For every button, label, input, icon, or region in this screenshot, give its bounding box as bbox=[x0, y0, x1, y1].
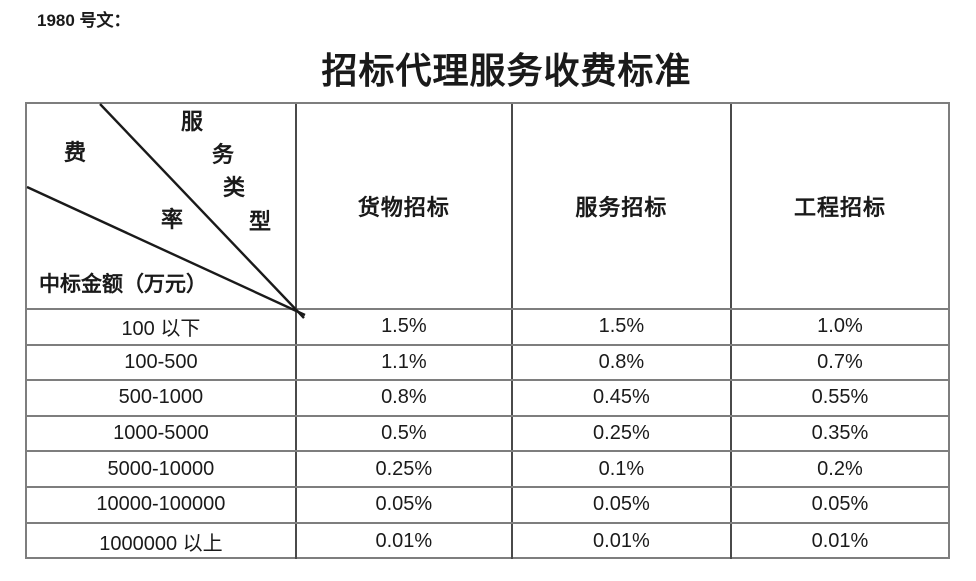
row-label: 100 以下 bbox=[27, 310, 297, 344]
row-label: 1000000 以上 bbox=[27, 523, 297, 560]
table-row: 1000000 以上 0.01% 0.01% 0.01% bbox=[27, 523, 948, 560]
fee-value: 0.01% bbox=[297, 523, 513, 560]
table-row: 1000-5000 0.5% 0.25% 0.35% bbox=[27, 416, 948, 453]
corner-label-service-4: 型 bbox=[249, 209, 272, 234]
fee-value: 0.01% bbox=[811, 529, 869, 552]
fee-value: 0.7% bbox=[817, 350, 863, 373]
column-header-goods: 货物招标 bbox=[297, 104, 513, 308]
fee-value: 0.05% bbox=[297, 487, 513, 522]
fee-standard-table: 费 率 服 务 类 型 中标金额（万元） 货物招标 服务招标 工程招标 100 … bbox=[25, 102, 950, 560]
fee-value: 0.25% bbox=[513, 416, 732, 451]
fee-value: 0.5% bbox=[297, 416, 513, 451]
fee-value: 1.1% bbox=[297, 345, 513, 380]
table-header-row: 费 率 服 务 类 型 中标金额（万元） 货物招标 服务招标 工程招标 bbox=[26, 103, 948, 319]
table-row: 500-1000 0.8% 0.45% 0.55% bbox=[27, 381, 948, 417]
page-title: 招标代理服务收费标准 bbox=[321, 51, 692, 91]
fee-value: 0.2% bbox=[817, 457, 863, 480]
fee-value: 0.8% bbox=[297, 381, 513, 415]
corner-label-service-1: 服 bbox=[181, 109, 204, 134]
corner-label-rate: 率 bbox=[161, 207, 184, 232]
fee-value: 1.5% bbox=[297, 310, 513, 344]
table-row: 5000-10000 0.25% 0.1% 0.2% bbox=[27, 452, 948, 488]
fee-value: 0.8% bbox=[513, 345, 732, 380]
fee-value: 0.05% bbox=[513, 487, 732, 522]
corner-label-fee: 费 bbox=[64, 140, 87, 165]
table-row: 100 以下 1.5% 1.5% 1.0% bbox=[27, 310, 948, 346]
column-header-engineering: 工程招标 bbox=[793, 195, 886, 220]
fee-value: 1.5% bbox=[513, 310, 732, 344]
corner-label-service-2: 务 bbox=[212, 142, 235, 167]
table-row: 10000-100000 0.05% 0.05% 0.05% bbox=[27, 487, 948, 524]
column-header-service: 服务招标 bbox=[513, 104, 732, 308]
row-label: 500-1000 bbox=[27, 381, 297, 415]
fee-value: 0.1% bbox=[513, 452, 732, 486]
row-label: 10000-100000 bbox=[27, 487, 297, 522]
fee-value: 0.05% bbox=[811, 493, 869, 516]
fee-value: 0.35% bbox=[811, 422, 869, 445]
diagonal-divider-lines bbox=[26, 103, 306, 319]
row-label: 1000-5000 bbox=[27, 416, 297, 451]
corner-label-service-3: 类 bbox=[223, 175, 246, 200]
corner-cell: 费 率 服 务 类 型 中标金额（万元） bbox=[26, 103, 306, 319]
fee-value: 0.25% bbox=[297, 452, 513, 486]
fee-value: 0.55% bbox=[811, 386, 869, 409]
corner-label-amount: 中标金额（万元） bbox=[39, 272, 207, 296]
row-label: 5000-10000 bbox=[27, 452, 297, 486]
doc-number-label: 1980 号文： bbox=[37, 11, 131, 30]
table-row: 100-500 1.1% 0.8% 0.7% bbox=[27, 345, 948, 382]
row-label: 100-500 bbox=[27, 345, 297, 380]
fee-value: 1.0% bbox=[817, 315, 863, 338]
fee-value: 0.45% bbox=[513, 381, 732, 415]
fee-value: 0.01% bbox=[513, 523, 732, 560]
